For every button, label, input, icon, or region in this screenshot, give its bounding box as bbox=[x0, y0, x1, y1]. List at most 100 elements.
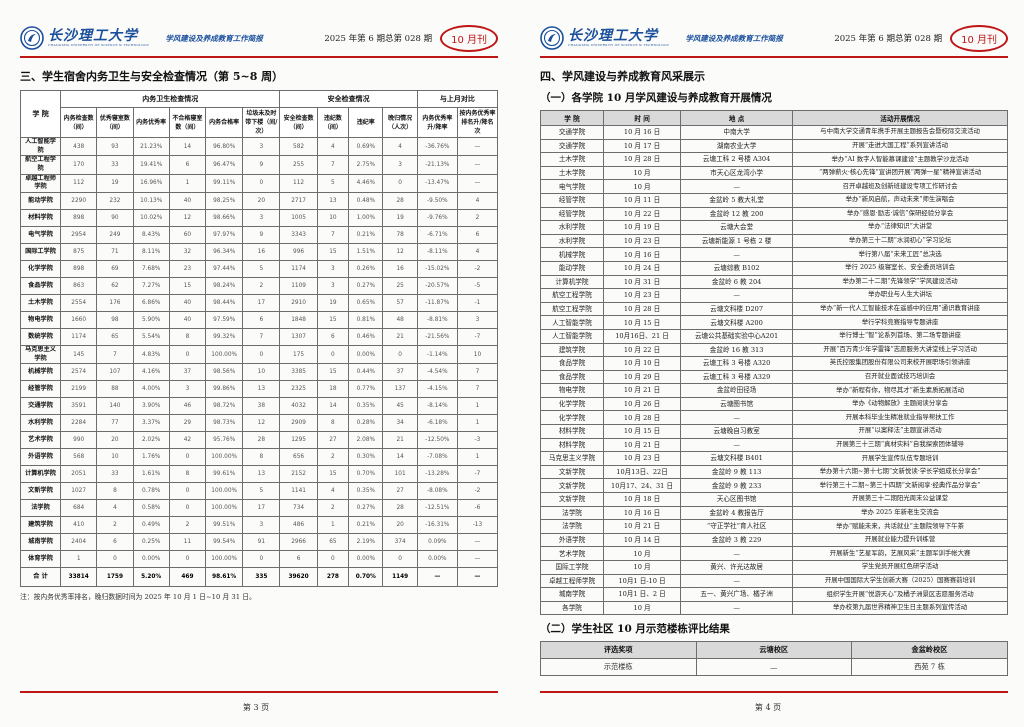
activities-table: 学 院 时 间 地 点 活动开展情况 交通学院 10 月 16 日中南大学 与中南大… bbox=[539, 110, 1008, 616]
table-cell: 486 bbox=[279, 516, 318, 535]
table-cell: 电气学院 bbox=[19, 226, 62, 245]
page-number: 第 3 页 bbox=[242, 703, 270, 712]
table-cell: 黄兴、许光达故居 bbox=[680, 560, 794, 575]
table-row: 马克思主义学院 145 7 4.83% 0 100.00% 0 175 0 0.00% 0 -1.14… bbox=[19, 345, 499, 365]
table-cell: 马克思主义学院 bbox=[19, 345, 62, 365]
table-cell: 10 月 16 日 bbox=[603, 247, 682, 262]
table-row: 城南学院 10月1 日、2 日五一、黄兴广场、橘子洲 组织学生开展“悦游天心”及橘子… bbox=[539, 587, 1008, 602]
table-cell: 食品学院 bbox=[19, 277, 62, 296]
table-cell: 云塘图书馆 bbox=[680, 396, 794, 412]
table-cell: 21 bbox=[382, 431, 418, 450]
table-cell: 金盆岭 6 教 204 bbox=[680, 274, 794, 290]
table-cell: 举行 2025 级寝室长、安全委员培训会 bbox=[792, 260, 1008, 276]
table-cell: 6.86% bbox=[132, 294, 170, 313]
dorm-table-body: 人工智能学院 438 93 21.23% 14 96.80% 3 582 4 0.69% 4 -36.… bbox=[19, 136, 499, 569]
table-row: 材料学院 10 月 15 日云塘晚自习教室 开展“以案释法”主题宣讲活动 bbox=[539, 424, 1008, 439]
table-cell: 2954 bbox=[60, 226, 98, 245]
footer-rule bbox=[540, 691, 1008, 693]
table-cell: 2 bbox=[456, 209, 499, 228]
table-cell: 10 bbox=[316, 209, 350, 228]
col-pass-rate: 内务合格率 bbox=[205, 107, 244, 138]
table-cell: 0.69% bbox=[348, 136, 384, 157]
table-cell: 开展“走进大国工程”系列宣讲活动 bbox=[792, 138, 1008, 154]
table-cell: 410 bbox=[60, 516, 98, 535]
table-cell: 10 月 15 日 bbox=[603, 315, 682, 330]
table-cell: 化学学院 bbox=[539, 410, 605, 426]
table-cell: 金盆岭 4 教报告厅 bbox=[680, 505, 794, 521]
table-cell: 98.66% bbox=[205, 209, 244, 228]
table-cell: 举办《动物解放》主题阅读分享会 bbox=[792, 396, 1008, 412]
table-cell: 34 bbox=[382, 414, 418, 433]
table-row: 土木学院 2554 176 6.86% 40 98.44% 17 2910 19 0.65% 57-… bbox=[19, 294, 499, 313]
table-cell: 1.61% bbox=[132, 465, 170, 484]
table-cell: -8.14% bbox=[416, 397, 458, 416]
table-cell: 898 bbox=[60, 260, 98, 279]
table-cell: 云塘文科楼 A200 bbox=[680, 315, 794, 330]
table-row: 合 计 33814 1759 5.20% 469 98.61% 335 39620 278 0.7… bbox=[19, 567, 499, 588]
table-cell: -12.51% bbox=[416, 499, 458, 518]
table-cell: 10 月 21 日 bbox=[603, 519, 682, 534]
table-cell: -3 bbox=[456, 431, 499, 450]
table-row: 航空工程学院 10 月 28 日云塘文科楼 D207 举办“新一代人工智能技术在遥感… bbox=[539, 301, 1008, 317]
table-cell: 10月16日、21 日 bbox=[603, 328, 682, 344]
table-cell: 举办“感恩·励志·诚信”保研经验分享会 bbox=[792, 206, 1008, 222]
table-cell: -36.76% bbox=[416, 136, 458, 157]
table-cell: 2404 bbox=[60, 533, 98, 552]
table-cell: 举行学科竞赛指导专题讲座 bbox=[792, 315, 1008, 330]
month-badge: 10 月刊 bbox=[440, 24, 498, 52]
table-cell: 29 bbox=[168, 414, 207, 433]
table-cell: -12.50% bbox=[416, 431, 458, 450]
table-cell: 1174 bbox=[60, 328, 98, 347]
table-cell: 8 bbox=[96, 482, 134, 501]
table-cell: 98.24% bbox=[205, 277, 244, 296]
table-group-header-row: 学 院 内务卫生检查情况 安全检查情况 与上月对比 bbox=[19, 90, 499, 138]
table-cell: 112 bbox=[279, 173, 318, 194]
table-cell: 96.34% bbox=[205, 243, 244, 262]
table-cell: 10 bbox=[242, 363, 281, 382]
table-cell: “两弹薪火·核心先锋”宣讲团开展“两弹一星”精神宣讲活动 bbox=[792, 165, 1008, 181]
table-cell: 65 bbox=[316, 533, 350, 552]
table-cell: 16 bbox=[242, 243, 281, 262]
university-name-en: CHANGSHA UNIVERSITY OF SCIENCE & TECHNOL… bbox=[48, 43, 150, 47]
page-header-left: 长沙理工大学 CHANGSHA UNIVERSITY OF SCIENCE & … bbox=[20, 20, 498, 58]
table-cell: 1 bbox=[456, 414, 499, 433]
table-row: 文新学院 10月13日、22日 金盆岭 9 教 113 举办第十六期~第十七期“文新悦… bbox=[539, 464, 1008, 480]
table-cell: 11 bbox=[168, 533, 207, 552]
table-row: 国际工学院 875 71 8.11% 32 96.34% 16 996 15 1.51% 12 -8.… bbox=[19, 243, 499, 262]
table-cell: 19 bbox=[316, 294, 350, 313]
col-excellent-rate: 内务优秀率 bbox=[132, 107, 170, 138]
table-cell: 42 bbox=[168, 431, 207, 450]
colgroup-safety: 安全检查情况 bbox=[279, 90, 418, 108]
table-cell: 交通学院 bbox=[19, 397, 62, 416]
table-row: 交通学院 10 月 16 日中南大学 与中南大学交通青年携手开展主题报告会暨校际交流… bbox=[539, 125, 1008, 140]
university-name: 长沙理工大学 bbox=[48, 28, 138, 44]
table-cell: 12 bbox=[242, 414, 281, 433]
table-row: 化学学院 10 月 26 日云塘图书馆 举办《动物解放》主题阅读分享会 bbox=[539, 396, 1008, 412]
table-cell: 10 月 21 日 bbox=[603, 383, 682, 398]
col-hygiene-checked: 内务检查数（间） bbox=[60, 107, 98, 138]
table-cell: 15 bbox=[168, 277, 207, 296]
table-cell: 0.00% bbox=[348, 550, 384, 569]
table-cell: 10 月 18 日 bbox=[603, 492, 682, 507]
table-cell: 4032 bbox=[279, 397, 318, 416]
table-cell: 278 bbox=[316, 567, 350, 588]
table-cell: -13.28% bbox=[416, 465, 458, 484]
table-cell: 99.86% bbox=[205, 380, 244, 399]
table-cell: 电气学院 bbox=[539, 179, 605, 194]
table-cell: 0.28% bbox=[348, 414, 384, 433]
table-cell: 1174 bbox=[279, 260, 318, 279]
dorm-table-total: 合 计 33814 1759 5.20% 469 98.61% 335 39620 278 0.7… bbox=[19, 567, 499, 588]
table-cell: -6.18% bbox=[416, 414, 458, 433]
table-cell: -20.57% bbox=[416, 277, 458, 296]
table-cell: 0 bbox=[242, 345, 281, 365]
table-cell: 60 bbox=[168, 226, 207, 245]
table-cell: 0.65% bbox=[348, 294, 384, 313]
table-cell: 734 bbox=[279, 499, 318, 518]
table-row: 建筑学院 410 2 0.49% 2 99.51% 3 486 1 0.21% 20 -16.31% -… bbox=[19, 516, 499, 535]
table-cell: 土木学院 bbox=[19, 294, 62, 313]
university-brand: 长沙理工大学 CHANGSHA UNIVERSITY OF SCIENCE & … bbox=[568, 29, 680, 47]
table-cell: 航空工程学院 bbox=[19, 155, 62, 175]
table-cell: 0.70% bbox=[348, 567, 384, 588]
table-cell: 19 bbox=[382, 209, 418, 228]
table-cell: -9.50% bbox=[416, 192, 458, 211]
